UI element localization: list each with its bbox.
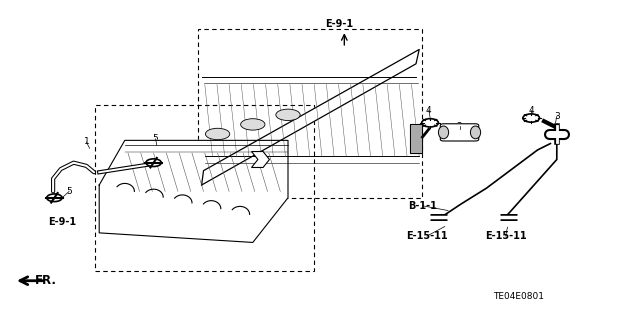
FancyBboxPatch shape	[440, 124, 479, 141]
Circle shape	[422, 119, 438, 127]
Text: E-15-11: E-15-11	[406, 231, 448, 241]
Polygon shape	[410, 124, 422, 153]
Text: E-9-1: E-9-1	[48, 217, 76, 227]
Text: TE04E0801: TE04E0801	[493, 292, 544, 301]
Text: 4: 4	[529, 106, 534, 115]
Circle shape	[523, 114, 540, 122]
Text: E-9-1: E-9-1	[325, 19, 353, 29]
Text: 5: 5	[153, 134, 158, 143]
Text: 3: 3	[554, 112, 559, 121]
Text: 2: 2	[457, 122, 462, 130]
Text: B-1-1: B-1-1	[408, 201, 437, 211]
Polygon shape	[202, 49, 419, 185]
Circle shape	[47, 194, 62, 202]
Ellipse shape	[205, 128, 230, 140]
Text: E-15-11: E-15-11	[484, 231, 527, 241]
Text: E-3-1: E-3-1	[258, 154, 286, 165]
Ellipse shape	[470, 126, 481, 139]
Bar	[198, 29, 422, 198]
Text: 4: 4	[426, 106, 431, 115]
Polygon shape	[252, 152, 269, 167]
Bar	[95, 105, 314, 271]
Text: FR.: FR.	[35, 274, 57, 287]
Text: 1: 1	[84, 137, 89, 146]
Ellipse shape	[241, 119, 265, 130]
Ellipse shape	[276, 109, 300, 121]
Circle shape	[146, 159, 161, 167]
Text: 5: 5	[67, 187, 72, 196]
Polygon shape	[99, 140, 288, 242]
Ellipse shape	[438, 126, 449, 139]
